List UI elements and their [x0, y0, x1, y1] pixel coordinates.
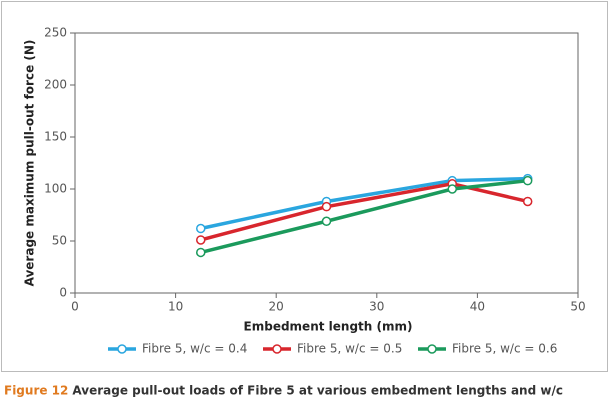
y-axis-title: Average maximum pull-out force (N) [23, 40, 37, 287]
x-tick-label: 0 [71, 300, 79, 314]
y-tick-label: 50 [52, 234, 67, 248]
x-axis-title: Embedment length (mm) [244, 320, 413, 334]
x-tick-label: 10 [168, 300, 183, 314]
x-tick-label: 40 [470, 300, 485, 314]
data-point [196, 223, 206, 234]
data-point [522, 196, 533, 207]
x-tick-label: 30 [369, 300, 384, 314]
y-tick-label: 150 [44, 130, 67, 144]
legend-marker [117, 344, 127, 354]
data-point [321, 201, 332, 212]
series-line [200, 178, 528, 255]
x-tick-label: 50 [570, 300, 585, 314]
series-line [200, 182, 529, 242]
chart-title: Average pull-out loads of Fibre 5 at var… [72, 384, 563, 398]
data-point [447, 184, 457, 194]
legend-label: Fibre 5, w/c = 0.5 [297, 342, 402, 356]
data-point [522, 175, 533, 186]
legend-label: Fibre 5, w/c = 0.6 [452, 342, 557, 356]
y-tick-label: 100 [44, 182, 67, 196]
series-line [200, 176, 528, 231]
legend-label: Fibre 5, w/c = 0.4 [142, 342, 247, 356]
y-tick-label: 250 [44, 26, 67, 40]
data-point [196, 247, 206, 258]
legend-marker [427, 344, 437, 354]
figure-label: Figure 12 [4, 384, 68, 398]
plot-frame [74, 32, 579, 294]
y-tick-label: 0 [59, 286, 67, 300]
data-point [196, 235, 206, 245]
y-tick-label: 200 [44, 78, 67, 92]
legend-marker [272, 344, 282, 354]
frame [1, 1, 608, 372]
data-point [321, 216, 332, 226]
x-tick-label: 20 [269, 300, 284, 314]
